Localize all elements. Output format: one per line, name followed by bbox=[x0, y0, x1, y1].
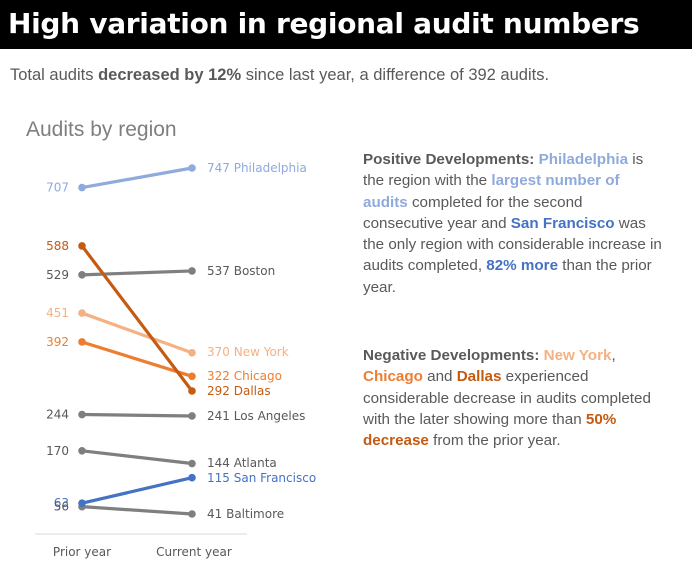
negative-segment-1: New York bbox=[543, 347, 612, 364]
point-prior-dallas bbox=[78, 242, 86, 250]
point-current-los-angeles bbox=[188, 412, 196, 420]
positive-segment-1: Philadelphia bbox=[538, 151, 629, 168]
label-prior-boston: 529 bbox=[46, 268, 69, 282]
point-current-chicago bbox=[188, 372, 196, 381]
negative-segment-8: from the prior year. bbox=[428, 432, 561, 450]
page-title: High variation in regional audit numbers bbox=[8, 7, 640, 40]
label-prior-dallas: 588 bbox=[46, 239, 69, 253]
series-line-chicago bbox=[80, 340, 194, 378]
chart-title: Audits by region bbox=[26, 118, 177, 141]
negative-segment-4: and bbox=[422, 368, 457, 386]
negative-segment-5: Dallas bbox=[456, 368, 502, 386]
positive-segment-5: San Francisco bbox=[510, 214, 615, 232]
negative-developments-text: Negative Developments: New York, Chicago… bbox=[363, 345, 663, 451]
point-prior-san-francisco bbox=[78, 499, 86, 508]
label-prior-new-york: 451 bbox=[46, 306, 69, 320]
series-line-los-angeles bbox=[80, 412, 194, 418]
positive-segment-7: 82% more bbox=[486, 257, 559, 275]
point-prior-atlanta bbox=[78, 446, 86, 455]
series-line-atlanta bbox=[80, 449, 194, 466]
subtitle-highlight: decreased by 12% bbox=[98, 66, 242, 84]
point-prior-boston bbox=[78, 271, 86, 279]
series-line-san-francisco bbox=[80, 476, 194, 505]
positive-segment-2: is the region with the bbox=[363, 151, 644, 190]
point-current-baltimore bbox=[188, 510, 196, 518]
negative-segment-2: , bbox=[611, 347, 616, 364]
series-line-baltimore bbox=[80, 505, 194, 516]
point-current-philadelphia bbox=[188, 164, 196, 172]
negative-segment-3: Chicago bbox=[363, 368, 423, 386]
subtitle-prefix: Total audits bbox=[10, 66, 99, 84]
x-tick-current-year: Current year bbox=[156, 545, 232, 559]
negative-segment-7: 50% decrease bbox=[363, 410, 617, 450]
label-current-dallas: 292 Dallas bbox=[207, 384, 271, 398]
label-current-new-york: 370 New York bbox=[207, 345, 289, 359]
label-current-los-angeles: 241 Los Angeles bbox=[207, 409, 305, 423]
positive-segment-3: largest number of audits bbox=[363, 172, 620, 211]
subtitle: Total audits decreased by 12% since last… bbox=[10, 66, 549, 85]
label-current-baltimore: 41 Baltimore bbox=[207, 507, 284, 521]
label-current-atlanta: 144 Atlanta bbox=[207, 456, 277, 470]
series-line-dallas bbox=[80, 244, 194, 393]
positive-segment-0: Positive Developments: bbox=[363, 151, 539, 168]
label-current-boston: 537 Boston bbox=[207, 264, 275, 278]
title-bar: High variation in regional audit numbers bbox=[0, 0, 692, 49]
series-line-new-york bbox=[80, 311, 194, 355]
label-prior-philadelphia: 707 bbox=[46, 181, 69, 195]
label-prior-los-angeles: 244 bbox=[46, 408, 69, 422]
point-prior-los-angeles bbox=[78, 410, 86, 419]
series-line-philadelphia bbox=[80, 166, 194, 190]
point-current-atlanta bbox=[188, 459, 196, 468]
x-tick-prior-year: Prior year bbox=[53, 545, 111, 559]
point-current-boston bbox=[188, 267, 196, 275]
positive-developments-text: Positive Developments: Philadelphia is t… bbox=[363, 149, 663, 298]
positive-segment-6: was the only region with considerable in… bbox=[363, 214, 662, 275]
point-prior-chicago bbox=[78, 338, 86, 346]
label-current-chicago: 322 Chicago bbox=[207, 369, 282, 383]
label-current-san-francisco: 115 San Francisco bbox=[207, 471, 316, 485]
label-prior-san-francisco: 63 bbox=[54, 496, 69, 510]
negative-segment-6: experienced considerable decrease in aud… bbox=[363, 368, 651, 428]
series-line-boston bbox=[80, 269, 194, 277]
label-prior-atlanta: 170 bbox=[46, 444, 69, 458]
label-prior-baltimore: 56 bbox=[54, 500, 69, 514]
positive-segment-8: than the prior year. bbox=[363, 257, 652, 296]
point-current-dallas bbox=[188, 387, 196, 395]
negative-segment-0: Negative Developments: bbox=[363, 347, 544, 364]
label-prior-chicago: 392 bbox=[46, 335, 69, 349]
subtitle-suffix: since last year, a difference of 392 aud… bbox=[241, 66, 550, 84]
point-current-san-francisco bbox=[188, 473, 196, 482]
label-current-philadelphia: 747 Philadelphia bbox=[207, 161, 307, 175]
point-prior-new-york bbox=[78, 309, 86, 317]
positive-segment-4: completed for the second consecutive yea… bbox=[363, 193, 583, 232]
point-current-new-york bbox=[188, 348, 196, 357]
point-prior-philadelphia bbox=[78, 183, 86, 192]
